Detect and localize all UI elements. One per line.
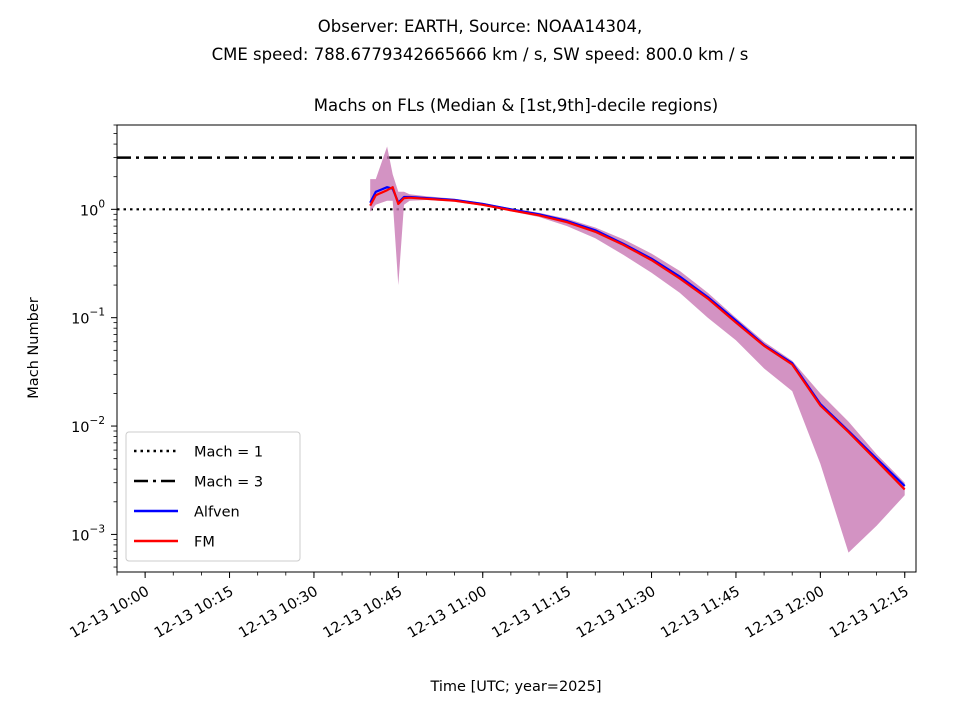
y-tick-exponent: 0 — [98, 198, 105, 210]
legend-item-mach-3: Mach = 3 — [134, 475, 263, 491]
x-tick-label: 12-13 10:15 — [152, 584, 237, 642]
suptitle-line2: CME speed: 788.6779342665666 km / s, SW … — [212, 45, 749, 64]
x-tick-label: 12-13 10:30 — [236, 584, 321, 642]
x-tick-label: 12-13 11:00 — [405, 584, 490, 642]
y-tick-label: 100 — [80, 198, 105, 219]
legend-box — [125, 431, 301, 562]
x-tick-label: 12-13 10:00 — [67, 584, 152, 642]
y-tick-exponent: −2 — [90, 415, 105, 427]
legend-label: Alfven — [194, 505, 240, 521]
y-tick-label: 10−1 — [71, 307, 105, 328]
legend-label: Mach = 1 — [194, 445, 263, 461]
series-line-fm — [369, 186, 906, 491]
x-axis-label: Time [UTC; year=2025] — [429, 679, 601, 695]
legend-label: Mach = 3 — [194, 475, 263, 491]
chart-title: Machs on FLs (Median & [1st,9th]-decile … — [314, 96, 718, 115]
legend: Mach = 1 Mach = 3 Alfven FM — [125, 431, 301, 562]
series-layer — [369, 186, 906, 491]
x-tick-label: 12-13 12:00 — [743, 584, 828, 642]
y-tick-base: 10 — [71, 420, 89, 436]
y-tick-label: 10−2 — [71, 415, 105, 436]
decile-band — [370, 146, 905, 553]
y-tick-base: 10 — [80, 203, 98, 219]
x-tick-label: 12-13 11:45 — [658, 584, 743, 642]
y-axis-label: Mach Number — [26, 297, 42, 398]
reference-lines — [117, 156, 916, 211]
legend-item-alfven: Alfven — [134, 505, 240, 521]
y-tick-label: 10−3 — [71, 523, 105, 544]
suptitle-line1: Observer: EARTH, Source: NOAA14304, — [318, 17, 642, 36]
decile-band-layer — [370, 146, 905, 553]
x-tick-label: 12-13 12:15 — [827, 584, 912, 642]
y-tick-exponent: −3 — [90, 523, 105, 535]
legend-label: FM — [194, 535, 215, 551]
y-tick-base: 10 — [71, 312, 89, 328]
x-tick-label: 12-13 11:15 — [489, 584, 574, 642]
x-axis: 12-13 10:00 12-13 10:15 12-13 10:30 12-13 1… — [67, 572, 912, 642]
x-tick-label: 12-13 10:45 — [321, 584, 406, 642]
x-tick-label: 12-13 11:30 — [574, 584, 659, 642]
y-tick-exponent: −1 — [90, 307, 105, 319]
legend-item-mach-1: Mach = 1 — [134, 445, 263, 461]
y-tick-base: 10 — [71, 528, 89, 544]
legend-item-fm: FM — [134, 535, 215, 551]
plot-frame — [116, 124, 917, 573]
